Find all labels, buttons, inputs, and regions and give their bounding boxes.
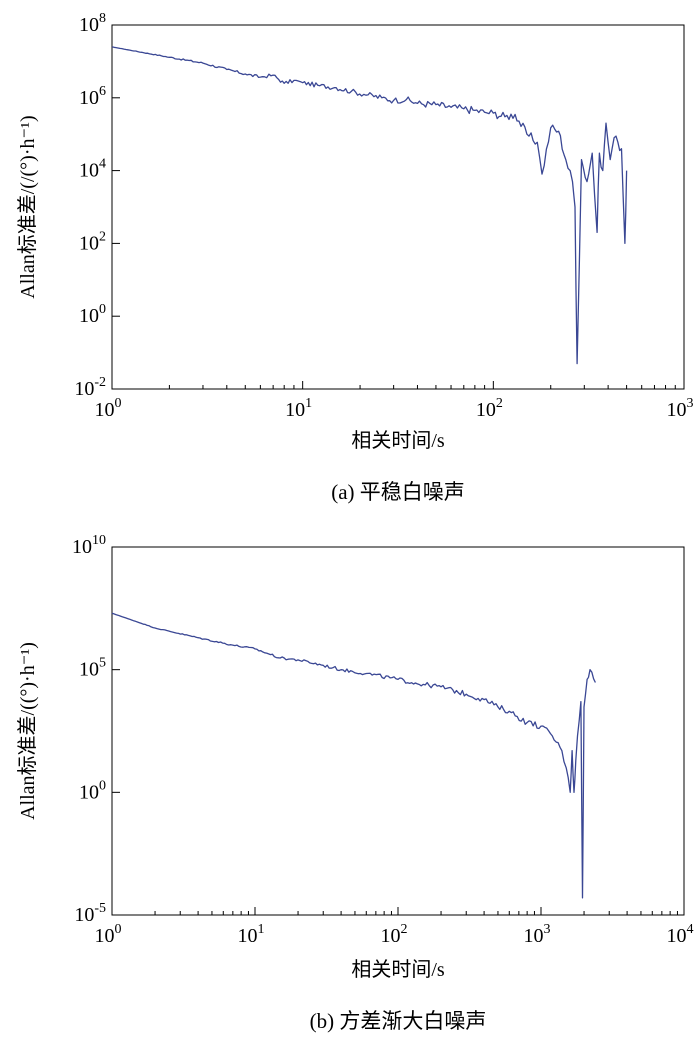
y-tick-label: 1010 xyxy=(72,533,106,558)
x-ticks-b: 100 101 102 103 104 xyxy=(95,907,694,947)
x-ticks-a: 100 101 102 103 xyxy=(95,381,694,421)
series-line-b xyxy=(111,612,596,899)
x-tick-label: 101 xyxy=(238,922,265,947)
chart-caption-a: (a) 平稳白噪声 xyxy=(331,480,465,504)
y-tick-label: 102 xyxy=(79,229,106,254)
x-tick-label: 102 xyxy=(476,396,503,421)
x-axis-label-b: 相关时间/s xyxy=(351,958,445,981)
y-tick-label: 106 xyxy=(79,84,106,109)
x-axis-label-a: 相关时间/s xyxy=(351,429,445,452)
series-group-a xyxy=(111,46,628,365)
x-tick-label: 100 xyxy=(95,396,122,421)
y-tick-label: 10-5 xyxy=(74,901,106,926)
chart-caption-b: (b) 方差渐大白噪声 xyxy=(310,1009,487,1033)
x-tick-label: 102 xyxy=(381,922,408,947)
y-axis-label-a: Allan标准差/(/(°)·h⁻¹) xyxy=(16,115,39,298)
y-tick-label: 10-2 xyxy=(74,375,106,400)
y-ticks-b: 10-5 100 105 1010 xyxy=(72,533,120,926)
x-tick-label: 100 xyxy=(95,922,122,947)
y-tick-label: 104 xyxy=(79,157,106,182)
y-tick-label: 100 xyxy=(79,302,106,327)
y-axis-label-b: Allan标准差/((°)·h⁻¹) xyxy=(16,642,39,820)
series-group-b xyxy=(111,612,596,899)
x-tick-label: 103 xyxy=(524,922,551,947)
y-tick-label: 108 xyxy=(79,11,106,36)
y-ticks-a: 10-2 100 102 104 106 108 xyxy=(74,11,120,400)
series-line-a xyxy=(111,46,628,365)
y-tick-label: 105 xyxy=(79,656,106,681)
plot-frame-b xyxy=(111,546,685,916)
x-tick-label: 103 xyxy=(667,396,694,421)
x-tick-label: 104 xyxy=(667,922,694,947)
plot-frame-a xyxy=(111,24,685,390)
y-tick-label: 100 xyxy=(79,778,106,803)
x-tick-label: 101 xyxy=(285,396,312,421)
